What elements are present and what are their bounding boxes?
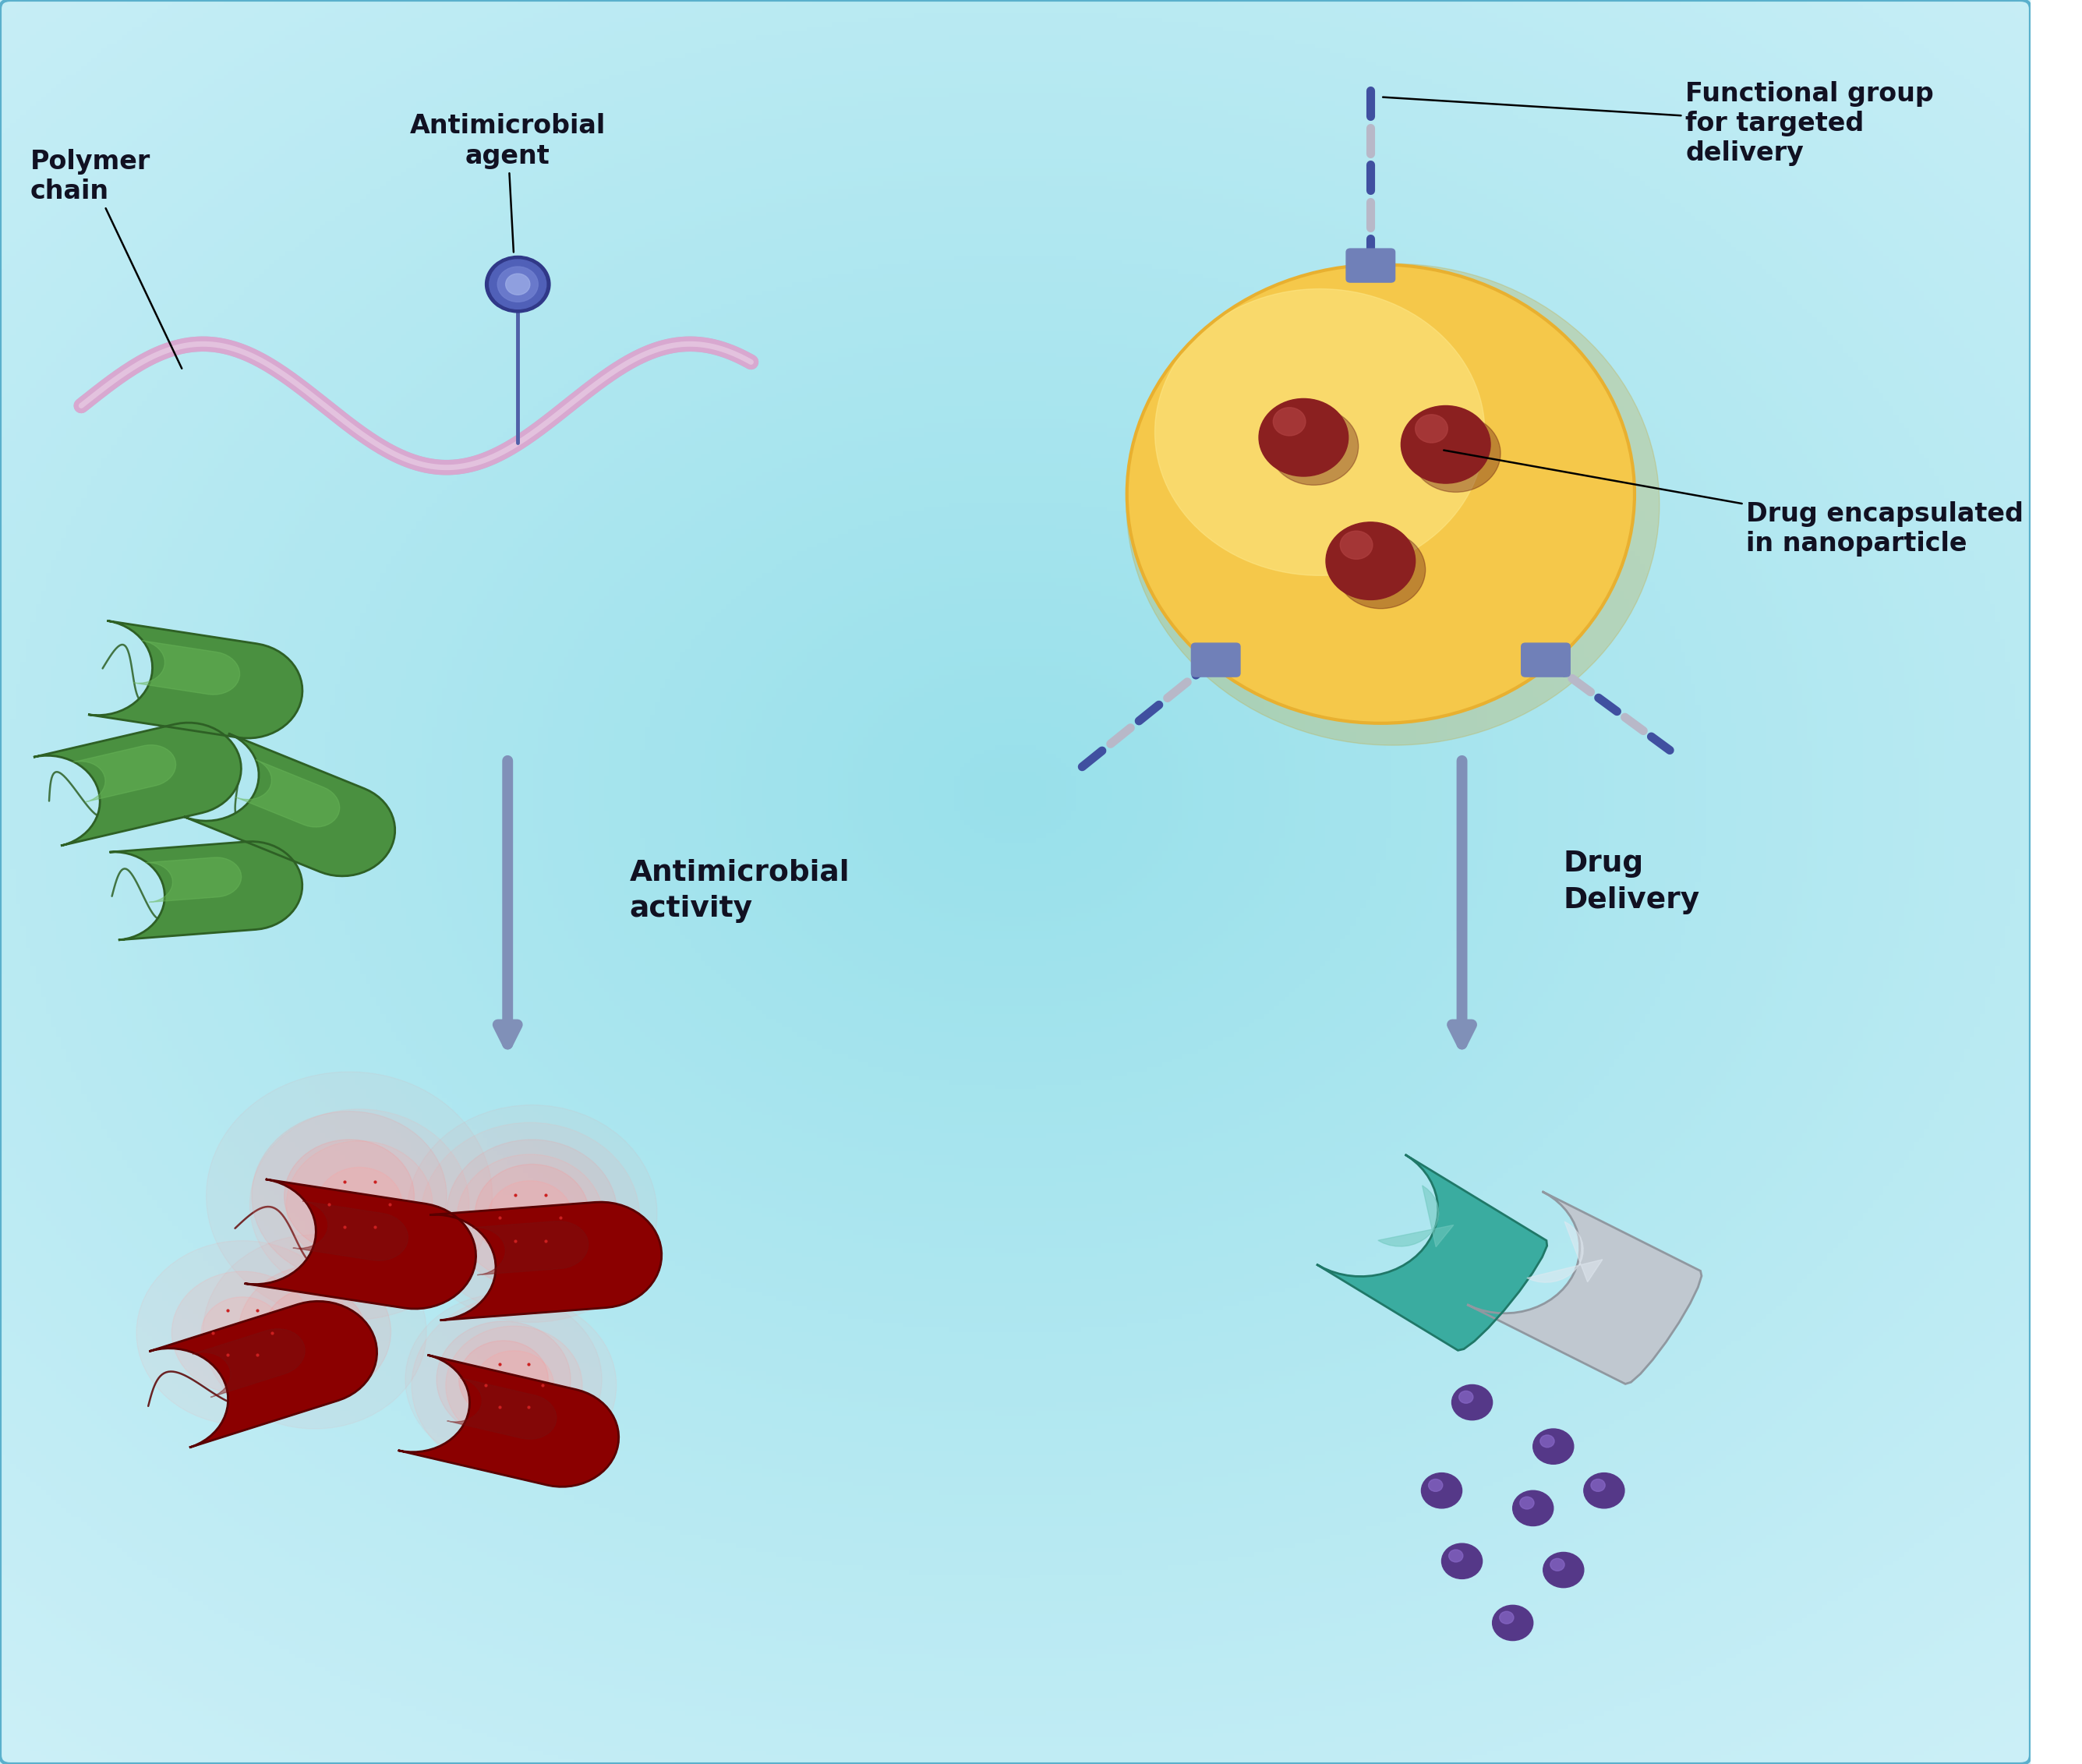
- Circle shape: [485, 256, 550, 312]
- Circle shape: [285, 1140, 414, 1252]
- Circle shape: [239, 1265, 391, 1397]
- Circle shape: [1584, 1473, 1624, 1508]
- Text: Functional group
for targeted
delivery: Functional group for targeted delivery: [1382, 81, 1934, 166]
- Circle shape: [406, 1295, 602, 1464]
- Circle shape: [137, 1240, 348, 1425]
- Circle shape: [1441, 1544, 1482, 1579]
- Text: Drug encapsulated
in nanoparticle: Drug encapsulated in nanoparticle: [1443, 450, 2024, 557]
- Circle shape: [412, 1297, 616, 1475]
- Circle shape: [1541, 1434, 1555, 1446]
- Circle shape: [202, 1297, 283, 1369]
- Polygon shape: [1526, 1221, 1603, 1282]
- Circle shape: [1514, 1491, 1553, 1526]
- Circle shape: [487, 1180, 573, 1254]
- Polygon shape: [398, 1355, 618, 1487]
- Circle shape: [1422, 1473, 1462, 1508]
- Circle shape: [264, 1288, 366, 1376]
- Circle shape: [1499, 1612, 1514, 1623]
- Polygon shape: [473, 1221, 589, 1275]
- Circle shape: [206, 1073, 491, 1319]
- Circle shape: [1428, 1478, 1443, 1492]
- Circle shape: [475, 1351, 554, 1420]
- Polygon shape: [183, 734, 396, 877]
- Circle shape: [406, 1104, 658, 1323]
- Polygon shape: [150, 1302, 377, 1448]
- FancyBboxPatch shape: [1191, 644, 1241, 677]
- Circle shape: [1532, 1429, 1574, 1464]
- FancyBboxPatch shape: [1522, 644, 1570, 677]
- Circle shape: [1551, 1559, 1564, 1570]
- Text: Polymer
chain: Polymer chain: [31, 148, 181, 369]
- Circle shape: [446, 1327, 583, 1445]
- Circle shape: [287, 1141, 433, 1268]
- Circle shape: [458, 1341, 548, 1418]
- Polygon shape: [244, 1180, 477, 1309]
- Circle shape: [475, 1164, 589, 1263]
- Ellipse shape: [1126, 263, 1659, 744]
- Ellipse shape: [1156, 289, 1484, 575]
- Circle shape: [489, 259, 545, 309]
- Circle shape: [1520, 1496, 1534, 1508]
- Polygon shape: [448, 1378, 556, 1439]
- Circle shape: [1451, 1385, 1493, 1420]
- Circle shape: [1326, 522, 1416, 600]
- Text: Antimicrobial
agent: Antimicrobial agent: [410, 113, 606, 252]
- Polygon shape: [146, 857, 242, 901]
- Circle shape: [421, 1122, 639, 1312]
- Polygon shape: [235, 760, 339, 827]
- Circle shape: [1401, 406, 1491, 483]
- Polygon shape: [294, 1201, 408, 1261]
- Text: Drug
Delivery: Drug Delivery: [1564, 850, 1701, 914]
- Circle shape: [1591, 1478, 1605, 1492]
- Ellipse shape: [1126, 265, 1634, 723]
- Circle shape: [173, 1272, 312, 1394]
- Polygon shape: [133, 640, 239, 695]
- Circle shape: [506, 273, 531, 295]
- Circle shape: [252, 1111, 448, 1281]
- Circle shape: [1270, 407, 1357, 485]
- Polygon shape: [1316, 1154, 1547, 1351]
- Circle shape: [1337, 531, 1426, 609]
- Text: Antimicrobial
activity: Antimicrobial activity: [629, 859, 849, 923]
- Circle shape: [1459, 1390, 1474, 1404]
- Circle shape: [498, 266, 537, 302]
- Polygon shape: [429, 1201, 662, 1319]
- Polygon shape: [1378, 1185, 1453, 1247]
- Circle shape: [1272, 407, 1305, 436]
- Polygon shape: [87, 621, 302, 737]
- Circle shape: [1416, 415, 1447, 443]
- Circle shape: [1341, 531, 1372, 559]
- Polygon shape: [33, 723, 242, 845]
- Circle shape: [250, 1110, 468, 1300]
- Polygon shape: [1468, 1191, 1701, 1385]
- Circle shape: [316, 1168, 402, 1242]
- Circle shape: [458, 1154, 604, 1281]
- Circle shape: [1493, 1605, 1532, 1641]
- Circle shape: [1412, 415, 1501, 492]
- Polygon shape: [192, 1328, 304, 1397]
- Circle shape: [1260, 399, 1349, 476]
- Polygon shape: [110, 841, 302, 940]
- Circle shape: [204, 1235, 427, 1429]
- Circle shape: [1543, 1552, 1584, 1588]
- Circle shape: [1449, 1549, 1464, 1563]
- Circle shape: [448, 1140, 616, 1288]
- FancyBboxPatch shape: [1347, 249, 1395, 282]
- Circle shape: [437, 1321, 570, 1438]
- Polygon shape: [73, 744, 175, 803]
